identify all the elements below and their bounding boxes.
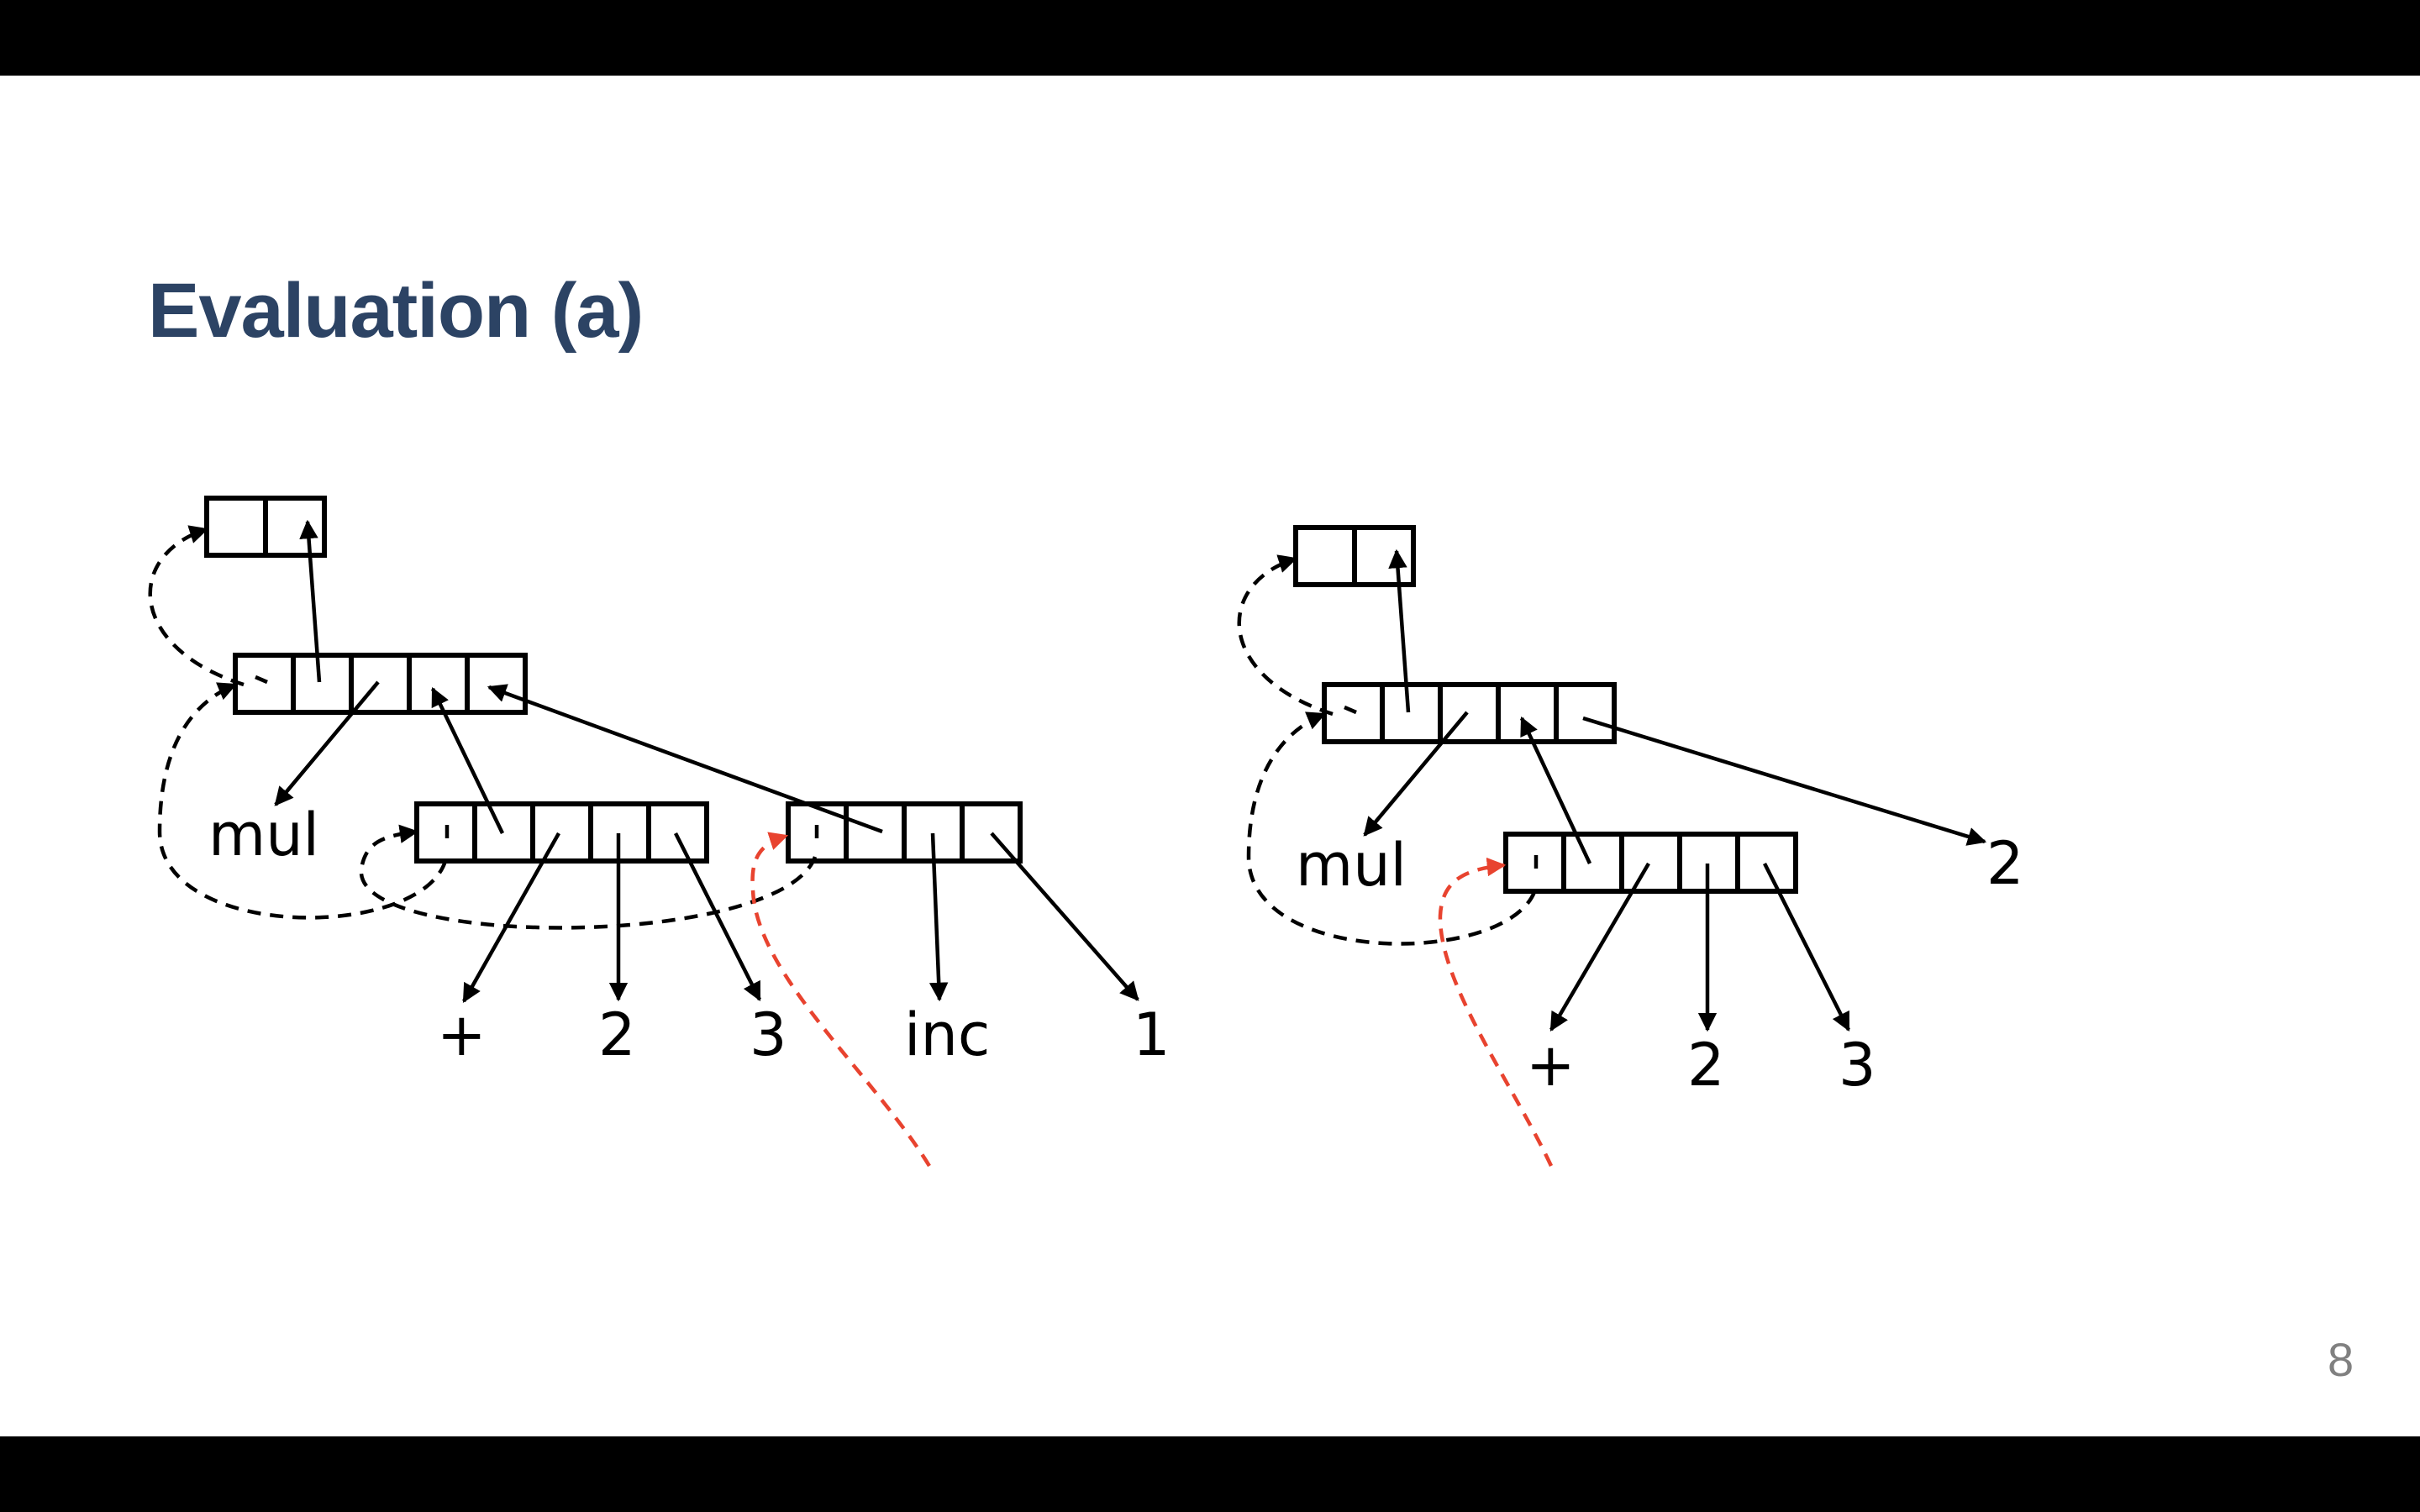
left-symbol-mul: mul (208, 801, 319, 869)
right-symbol-mul: mul (1296, 831, 1407, 900)
left-env-pair (204, 496, 327, 558)
left-frame-top (233, 653, 528, 715)
right-symbol-three: 3 (1839, 1031, 1876, 1100)
left-symbol-inc: inc (904, 1000, 990, 1069)
right-env-pair (1293, 525, 1416, 587)
page-number: 8 (2328, 1333, 2354, 1386)
left-symbol-two: 2 (598, 1000, 636, 1069)
right-symbol-plus: + (1526, 1031, 1576, 1100)
slide-title: Evaluation (a) (148, 268, 644, 354)
left-frame-right (786, 801, 1023, 864)
right-symbol-result: 2 (1986, 829, 2024, 898)
right-symbol-two: 2 (1687, 1031, 1725, 1100)
left-symbol-one: 1 (1133, 1000, 1171, 1069)
letterbox-top (0, 0, 2420, 76)
left-symbol-three: 3 (750, 1000, 787, 1069)
left-diagram: mul + 2 3 inc 1 (148, 496, 1171, 1168)
right-frame-top (1322, 682, 1617, 744)
right-diagram: mul + 2 3 2 (1237, 525, 2024, 1167)
left-symbol-plus: + (437, 1000, 487, 1069)
left-frame-mid (414, 801, 709, 864)
right-frame-mid (1503, 832, 1798, 894)
letterbox-bottom (0, 1436, 2420, 1512)
